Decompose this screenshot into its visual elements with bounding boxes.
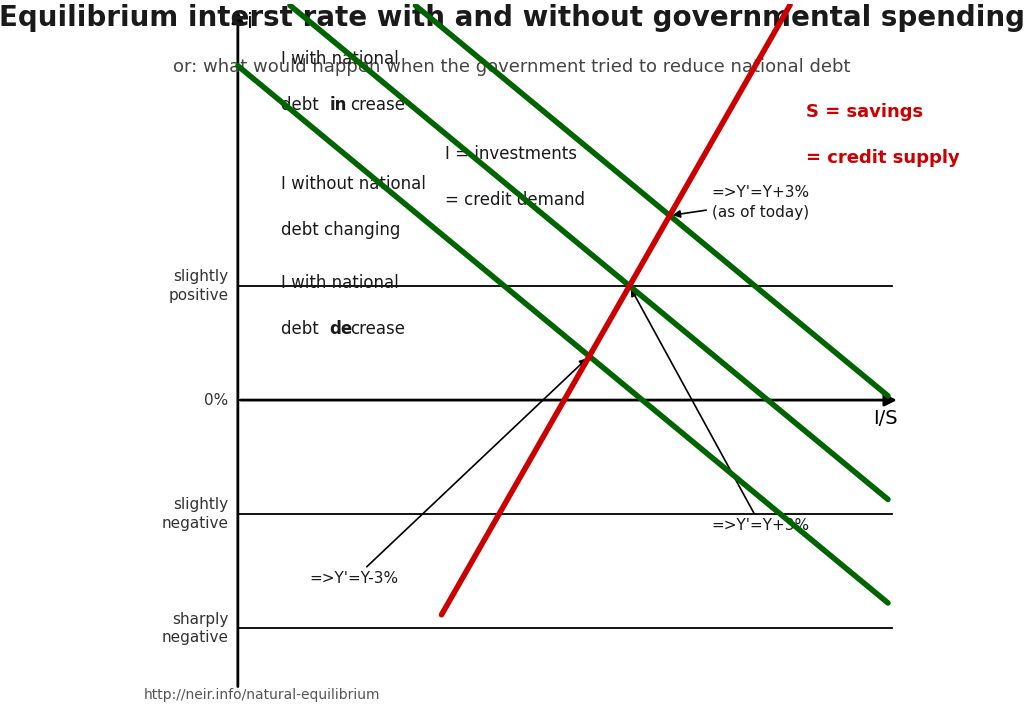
- Text: debt: debt: [281, 320, 324, 338]
- Text: slightly
negative: slightly negative: [162, 497, 228, 531]
- Text: or: what would happen when the government tried to reduce national debt: or: what would happen when the governmen…: [173, 58, 851, 76]
- Text: I without national: I without national: [281, 175, 426, 193]
- Text: slightly
positive: slightly positive: [168, 269, 228, 303]
- Text: debt changing: debt changing: [281, 221, 400, 239]
- Text: crease: crease: [350, 320, 406, 338]
- Text: 0%: 0%: [204, 392, 228, 408]
- Text: =>Y'=Y+3%
(as of today): =>Y'=Y+3% (as of today): [674, 185, 810, 219]
- Text: I = investments: I = investments: [445, 145, 578, 163]
- Text: in: in: [330, 96, 347, 114]
- Text: de: de: [330, 320, 352, 338]
- Text: crease: crease: [350, 96, 406, 114]
- Text: i: i: [247, 12, 253, 32]
- Text: Equilibrium interst rate with and without governmental spending: Equilibrium interst rate with and withou…: [0, 4, 1024, 32]
- Text: =>Y'=Y-3%: =>Y'=Y-3%: [309, 359, 586, 586]
- Text: I with national: I with national: [281, 274, 398, 292]
- Text: S = savings: S = savings: [806, 103, 923, 121]
- Text: debt: debt: [281, 96, 324, 114]
- Text: = credit demand: = credit demand: [445, 190, 586, 209]
- Text: I with national: I with national: [281, 50, 398, 68]
- Text: = credit supply: = credit supply: [806, 149, 959, 167]
- Text: =>Y'=Y+3%: =>Y'=Y+3%: [632, 290, 810, 533]
- Text: sharply
negative: sharply negative: [162, 612, 228, 645]
- Text: http://neir.info/natural-equilibrium: http://neir.info/natural-equilibrium: [143, 688, 380, 702]
- Text: I/S: I/S: [872, 409, 897, 428]
